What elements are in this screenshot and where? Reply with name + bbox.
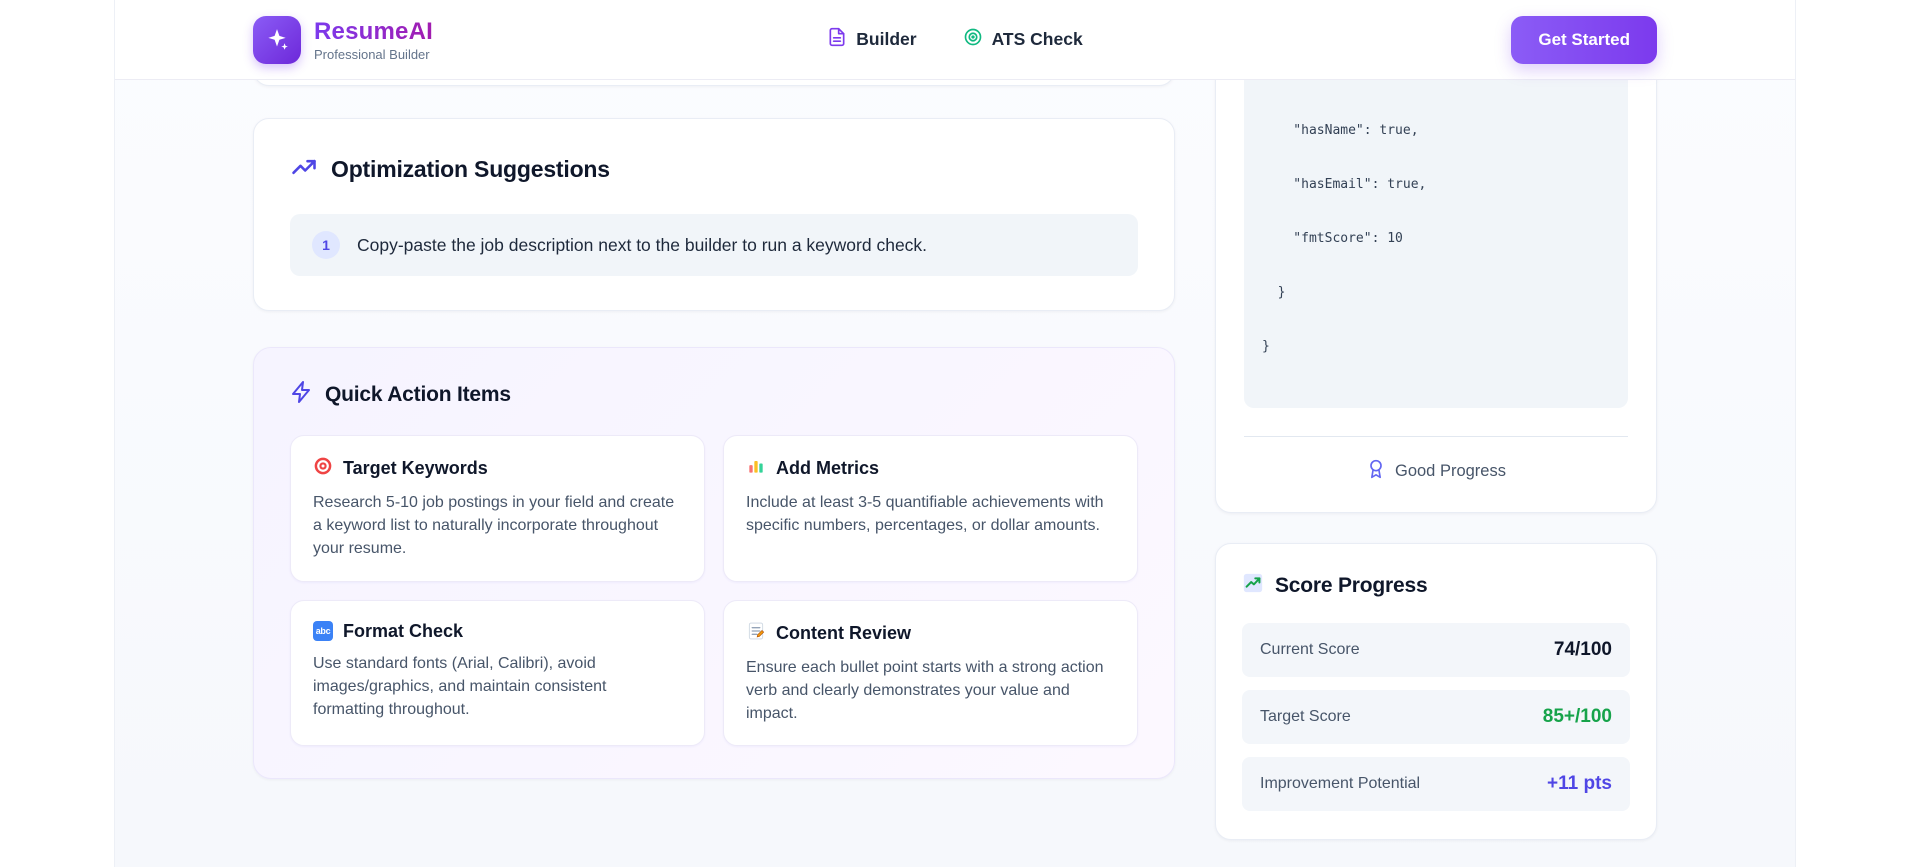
quick-actions-grid: Target Keywords Research 5-10 job postin… bbox=[290, 435, 1138, 747]
qa-title: Add Metrics bbox=[776, 458, 880, 478]
main-nav: Builder ATS Check bbox=[827, 27, 1083, 52]
optimization-suggestions-card: Optimization Suggestions 1 Copy-paste th… bbox=[253, 118, 1175, 311]
score-value: 74/100 bbox=[1553, 639, 1612, 660]
lightning-icon bbox=[290, 380, 314, 409]
memo-icon bbox=[746, 621, 766, 646]
progress-status: Good Progress bbox=[1244, 459, 1628, 484]
qa-description: Include at least 3-5 quantifiable achiev… bbox=[746, 494, 1104, 535]
score-label: Current Score bbox=[1260, 641, 1360, 658]
nav-item-ats-check[interactable]: ATS Check bbox=[963, 27, 1083, 52]
score-label: Target Score bbox=[1260, 708, 1351, 725]
brand-text: ResumeAI Professional Builder bbox=[314, 18, 433, 62]
quick-action-content-review: Content Review Ensure each bullet point … bbox=[723, 599, 1138, 747]
progress-status-label: Good Progress bbox=[1395, 462, 1506, 480]
ats-details-card-cutoff: "hasName": true, "hasEmail": true, "fmtS… bbox=[1215, 22, 1657, 513]
quick-action-add-metrics: Add Metrics Include at least 3-5 quantif… bbox=[723, 435, 1138, 582]
code-line: "hasName": true, bbox=[1262, 123, 1419, 138]
score-row-improvement: Improvement Potential +11 pts bbox=[1242, 757, 1630, 811]
app-header: ResumeAI Professional Builder Builder bbox=[115, 0, 1795, 80]
score-label: Improvement Potential bbox=[1260, 775, 1421, 792]
abc-icon: abc bbox=[313, 621, 333, 642]
score-row-target: Target Score 85+/100 bbox=[1242, 690, 1630, 744]
brand-tagline: Professional Builder bbox=[314, 46, 430, 62]
right-sidebar: "hasName": true, "hasEmail": true, "fmtS… bbox=[1215, 22, 1657, 867]
nav-item-builder[interactable]: Builder bbox=[827, 27, 917, 52]
sparkles-icon bbox=[253, 15, 301, 64]
nav-ats-check-label: ATS Check bbox=[991, 29, 1083, 49]
qa-description: Ensure each bullet point starts with a s… bbox=[746, 658, 1104, 722]
score-value: +11 pts bbox=[1547, 773, 1612, 794]
code-line: "fmtScore": 10 bbox=[1262, 231, 1403, 246]
score-progress-title: Score Progress bbox=[1275, 573, 1428, 597]
suggestion-number-badge: 1 bbox=[312, 231, 340, 259]
score-row-current: Current Score 74/100 bbox=[1242, 623, 1630, 677]
chart-increasing-icon bbox=[1242, 572, 1264, 599]
code-line: "hasEmail": true, bbox=[1262, 177, 1427, 192]
qa-title: Target Keywords bbox=[343, 458, 488, 478]
get-started-button[interactable]: Get Started bbox=[1511, 15, 1657, 64]
left-column: Optimization Suggestions 1 Copy-paste th… bbox=[253, 0, 1175, 780]
target-icon bbox=[963, 27, 983, 52]
nav-builder-label: Builder bbox=[856, 29, 917, 49]
main-content: Optimization Suggestions 1 Copy-paste th… bbox=[115, 0, 1795, 867]
award-icon bbox=[1366, 459, 1386, 484]
dartboard-icon bbox=[313, 456, 333, 481]
quick-action-format-check: abc Format Check Use standard fonts (Ari… bbox=[290, 599, 705, 747]
document-icon bbox=[827, 27, 847, 52]
suggestion-text: Copy-paste the job description next to t… bbox=[357, 234, 928, 255]
ats-json-code-block: "hasName": true, "hasEmail": true, "fmtS… bbox=[1244, 23, 1628, 408]
code-line: } bbox=[1262, 339, 1270, 354]
divider bbox=[1244, 436, 1628, 437]
qa-title: Content Review bbox=[776, 622, 912, 643]
bar-chart-icon bbox=[746, 456, 766, 481]
trending-up-icon bbox=[290, 153, 318, 186]
score-progress-card: Score Progress Current Score 74/100 Targ… bbox=[1215, 543, 1657, 840]
qa-description: Research 5-10 job postings in your field… bbox=[313, 494, 675, 558]
resumeai-app: ResumeAI Professional Builder Builder bbox=[115, 0, 1795, 867]
qa-title: Format Check bbox=[343, 620, 464, 641]
brand-logo[interactable]: ResumeAI Professional Builder bbox=[253, 15, 433, 64]
quick-action-items-card: Quick Action Items Target Keywords bbox=[253, 347, 1175, 780]
quick-actions-title: Quick Action Items bbox=[325, 382, 511, 406]
suggestion-item: 1 Copy-paste the job description next to… bbox=[290, 214, 1138, 276]
brand-name: ResumeAI bbox=[314, 17, 433, 45]
quick-action-target-keywords: Target Keywords Research 5-10 job postin… bbox=[290, 435, 705, 582]
score-value: 85+/100 bbox=[1542, 706, 1612, 727]
qa-description: Use standard fonts (Arial, Calibri), avo… bbox=[313, 654, 607, 718]
optimization-title: Optimization Suggestions bbox=[331, 156, 610, 182]
code-line: } bbox=[1262, 285, 1286, 300]
